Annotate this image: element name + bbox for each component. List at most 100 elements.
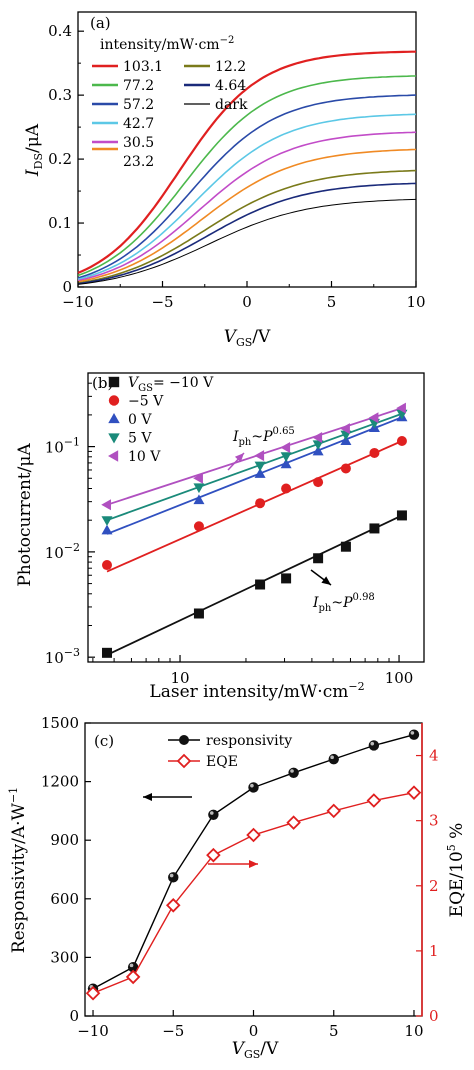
panel-c-axes: −10 −5 0 5 10 0 300 600 900 1200 1500 0 1 2 3 4: [41, 714, 439, 1040]
data-point: [255, 579, 266, 590]
panel-b-fit-lines: [106, 407, 403, 656]
fit-line: [106, 416, 403, 535]
x-tick-label: 5: [327, 293, 337, 311]
x-label-sub: GS: [236, 336, 252, 349]
data-point: [193, 608, 204, 619]
data-point: [408, 729, 420, 740]
data-point: [281, 573, 292, 584]
data-point-highlight: [290, 769, 294, 773]
data-point: [168, 872, 179, 883]
data-point: [396, 402, 406, 414]
data-point: [208, 809, 219, 821]
data-point: [406, 785, 422, 800]
exponent-annotation: Iph~P0.65: [232, 426, 295, 448]
left-axis-arrow: [143, 793, 192, 801]
data-point: [326, 803, 342, 819]
legend-marker: [176, 753, 192, 769]
data-point: [340, 541, 351, 552]
y-tick-label: 0: [62, 278, 72, 296]
data-point: [125, 969, 141, 985]
upper-arrow: [227, 452, 245, 471]
data-point: [369, 523, 380, 534]
data-point: [101, 524, 113, 535]
data-point: [312, 432, 323, 444]
y-label-main: I: [23, 169, 43, 177]
panel-b-tag: (b): [92, 374, 113, 392]
x-label-sub: GS: [244, 1048, 260, 1061]
fit-line: [106, 407, 403, 506]
x-label-main: V: [224, 327, 238, 347]
left-y-tick-label: 600: [50, 890, 79, 908]
data-point: [193, 472, 203, 484]
legend-marker: [108, 376, 120, 388]
data-point: [101, 516, 113, 526]
data-point: [340, 463, 351, 474]
data-point: [254, 468, 266, 478]
data-point-highlight: [330, 755, 334, 760]
lower-arrow: [310, 569, 332, 586]
panel-a-legend-title: intensity/mW·cm−2: [100, 35, 234, 53]
panel-b-legend: VGS= −10 V−5 V 0 V 5 V 10 V: [108, 375, 214, 465]
panel-c-tag: (c): [94, 732, 114, 750]
data-point: [255, 498, 266, 509]
data-point: [312, 445, 324, 456]
right-y-label-sup: 5: [445, 844, 458, 851]
x-tick-label: −5: [162, 1022, 184, 1040]
panel-b-points: [101, 402, 408, 658]
legend-marker: [108, 433, 120, 444]
right-y-tick-label: 2: [429, 877, 439, 895]
iv-curve: [77, 94, 417, 279]
iv-curve: [77, 169, 417, 284]
series-line: [92, 792, 415, 994]
legend-label: 10 V: [128, 449, 161, 465]
iv-curve: [77, 50, 416, 274]
legend-label: responsivity: [206, 733, 292, 749]
x-tick-label: 10: [404, 1022, 423, 1040]
right-y-tick-label: 0: [429, 1007, 439, 1025]
data-point: [248, 782, 259, 793]
right-y-tick-label: 1: [429, 942, 439, 960]
left-y-tick-label: 900: [50, 831, 79, 849]
x-tick-label: −10: [77, 1022, 109, 1040]
x-tick-label: 10: [406, 293, 425, 311]
panel-c-axis-arrows: [143, 793, 258, 868]
panel-a-x-axis-label: VGS/V: [224, 327, 271, 349]
y-tick-label: 0.3: [48, 86, 72, 104]
data-point: [101, 499, 111, 511]
right-axis-arrow: [208, 860, 258, 868]
legend-label: 30.5: [123, 135, 154, 151]
legend-label: 77.2: [123, 78, 154, 94]
data-point: [280, 458, 292, 469]
data-point: [193, 521, 204, 532]
data-point: [85, 985, 101, 1001]
legend-label: 57.2: [123, 97, 154, 113]
data-point: [286, 815, 301, 830]
panel-c-chart: −10 −5 0 5 10 0 300 600 900 1200 1500 0 1 2 3 4 (c) res…: [7, 714, 467, 1061]
arrow-head: [143, 793, 152, 801]
y-label-unit: /μA: [23, 123, 43, 153]
data-point-highlight: [250, 783, 254, 788]
left-y-tick-label: 1200: [41, 773, 79, 791]
right-y-tick-label: 3: [429, 812, 439, 830]
arrow-head: [234, 453, 244, 463]
panel-a-tag: (a): [90, 14, 111, 32]
x-tick-label: −5: [151, 293, 173, 311]
left-y-tick-label: 300: [50, 948, 79, 966]
data-point: [368, 740, 380, 751]
data-point: [193, 494, 205, 505]
fit-line: [106, 412, 403, 522]
data-point-highlight: [169, 873, 174, 878]
left-y-tick-label: 1500: [41, 714, 79, 732]
panel-c-x-axis-label: VGS/V: [232, 1039, 279, 1061]
panel-b-annotations: Iph~P0.65 Iph~P0.98: [227, 426, 375, 614]
data-point: [280, 442, 291, 454]
data-point: [366, 793, 382, 808]
data-point: [165, 898, 181, 913]
data-point-highlight: [129, 963, 134, 968]
legend-label: 23.2: [123, 154, 154, 170]
panel-a-axes: −10 −5 0 5 10 0 0.1 0.2 0.3 0.4: [48, 22, 425, 311]
data-point: [288, 767, 299, 779]
legend-label: 12.2: [215, 59, 246, 75]
x-label-unit: /V: [252, 327, 271, 347]
